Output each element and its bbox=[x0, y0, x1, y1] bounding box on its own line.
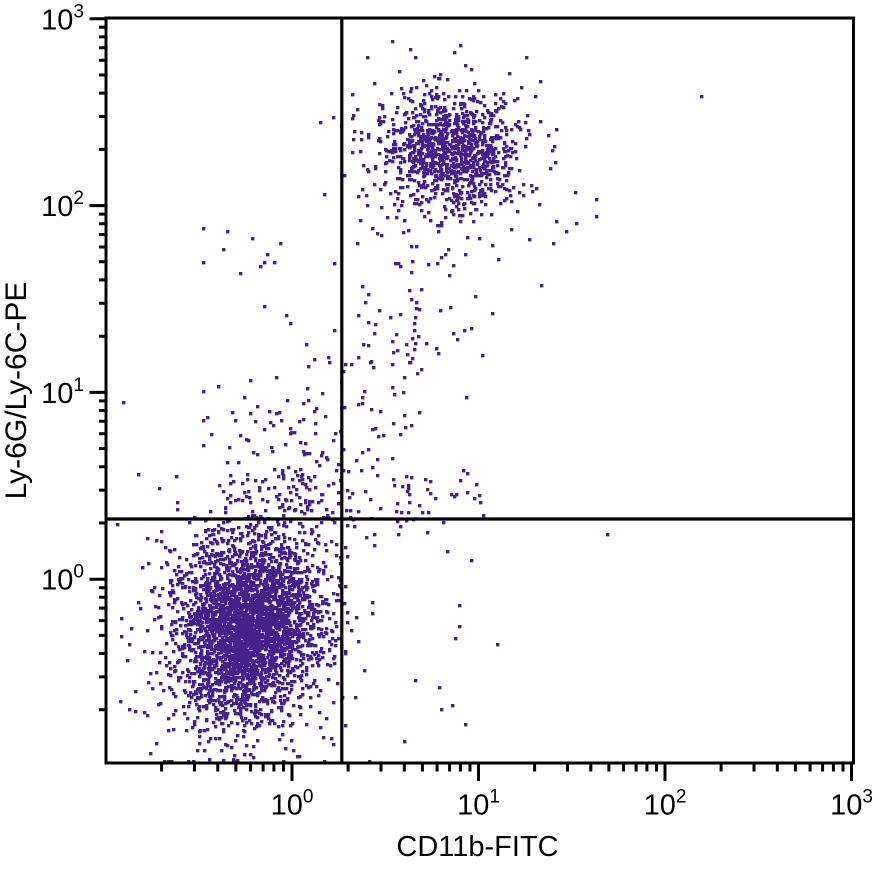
svg-text:103: 103 bbox=[830, 787, 873, 822]
svg-text:100: 100 bbox=[271, 787, 314, 822]
svg-text:CD11b-FITC: CD11b-FITC bbox=[396, 831, 558, 863]
svg-text:Ly-6G/Ly-6C-PE: Ly-6G/Ly-6C-PE bbox=[0, 282, 33, 500]
